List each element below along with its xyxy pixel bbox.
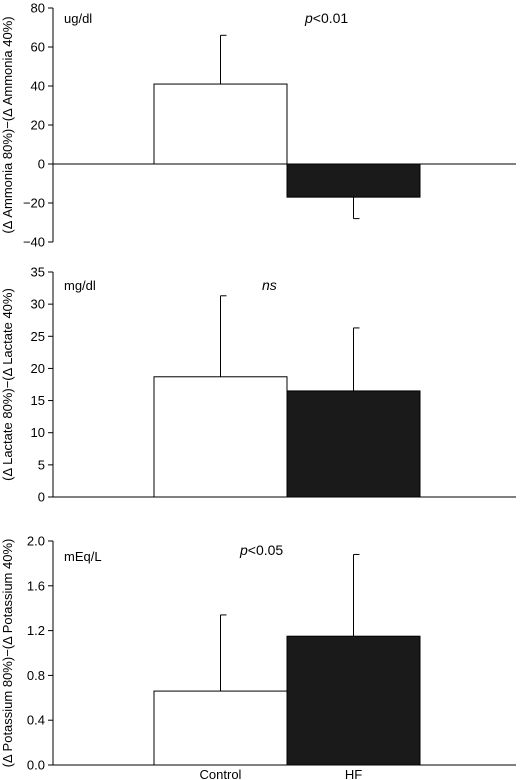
significance-italic: p: [239, 542, 248, 558]
y-axis-label: (Δ Lactate 80%)−(Δ Lactate 40%): [0, 288, 15, 481]
x-category-label-hf: HF: [345, 767, 362, 780]
significance-italic: p: [304, 10, 313, 26]
y-axis-label: (Δ Potassium 80%)−(Δ Potassium 40%): [0, 539, 15, 768]
significance-italic: ns: [262, 277, 277, 293]
y-tick-label: 80: [31, 1, 45, 16]
significance-label: p<0.05: [239, 542, 283, 558]
y-tick-label: 5: [38, 457, 45, 472]
y-axis-label: (Δ Ammonia 80%)−(Δ Ammonia 40%): [0, 16, 15, 233]
bar-hf: [286, 163, 421, 198]
y-tick-label: 60: [31, 40, 45, 55]
y-tick-label: 20: [31, 361, 45, 376]
bar-hf: [286, 635, 421, 766]
y-tick-label: 15: [31, 393, 45, 408]
significance-value: <0.01: [313, 10, 349, 26]
y-tick-label: 1.6: [27, 578, 45, 593]
y-tick-label: 0.0: [27, 758, 45, 773]
bar-control: [153, 83, 288, 165]
bar-hf: [286, 390, 421, 498]
y-tick-label: 20: [31, 118, 45, 133]
y-tick-label: 2.0: [27, 534, 45, 549]
y-tick-label: 0.8: [27, 668, 45, 683]
significance-label: ns: [262, 277, 277, 293]
y-tick-label: 30: [31, 297, 45, 312]
unit-label: mEq/L: [64, 549, 102, 564]
significance-label: p<0.01: [304, 10, 348, 26]
bar-control: [153, 376, 288, 498]
bar-control: [153, 690, 288, 766]
y-tick-label: 35: [31, 265, 45, 280]
unit-label: ug/dl: [64, 11, 92, 26]
y-tick-label: 40: [31, 79, 45, 94]
y-tick-label: 25: [31, 329, 45, 344]
y-tick-label: 0: [38, 490, 45, 505]
significance-value: <0.05: [248, 542, 284, 558]
unit-label: mg/dl: [64, 278, 96, 293]
y-tick-label: −40: [23, 235, 45, 250]
y-tick-label: 10: [31, 425, 45, 440]
chart-panel-3: 0.0 0.4 0.8 1.2 1.6 2.0 mEq/L p<0.05 (Δ Potassiu…: [0, 534, 516, 773]
chart-panel-2: 0 5 10 15 20 25 30 35 mg/dl ns (Δ Lactate 80%)−(Δ …: [0, 265, 516, 505]
y-tick-label: −20: [23, 196, 45, 211]
y-tick-label: 0: [38, 157, 45, 172]
x-category-label-control: Control: [200, 767, 242, 780]
y-tick-label: 1.2: [27, 623, 45, 638]
chart-panel-1: −40 −20 0 20 40 60 80 ug/dl p<0.01 (Δ Ammonia 80%…: [0, 1, 516, 250]
y-tick-label: 0.4: [27, 713, 45, 728]
